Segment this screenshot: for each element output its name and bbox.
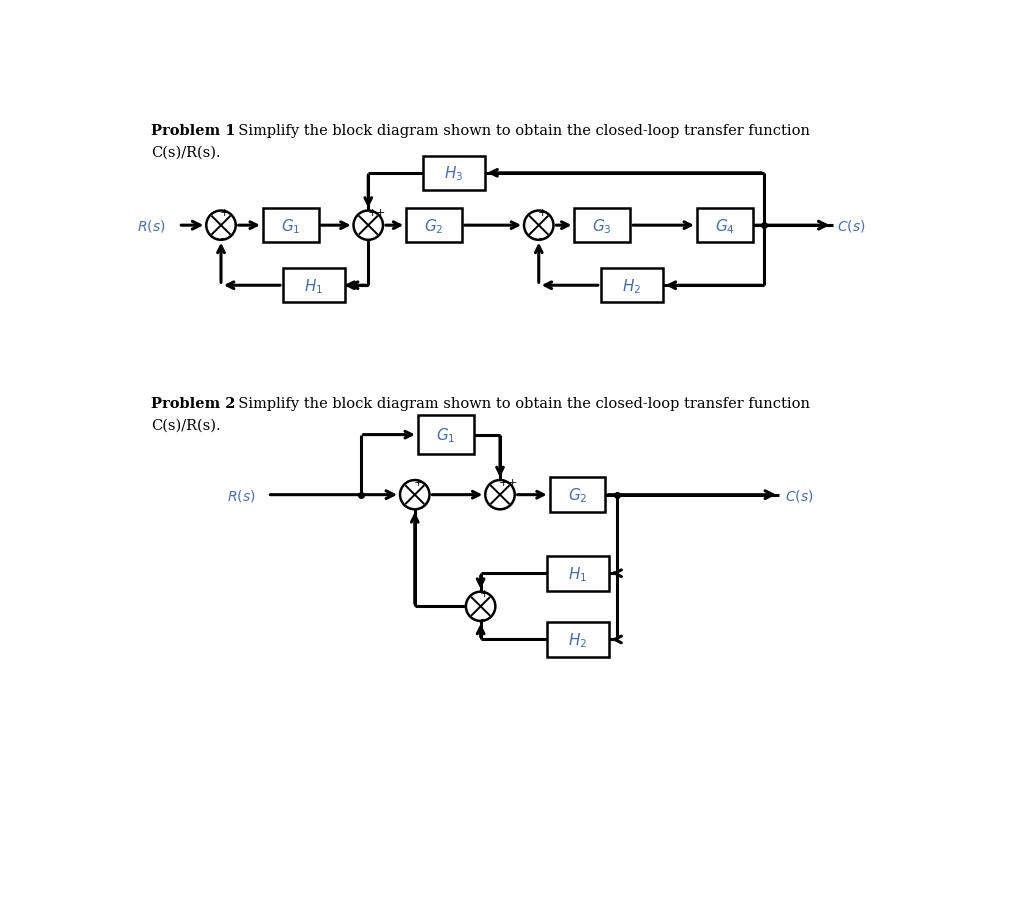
Text: −: − [538,234,548,244]
Text: +: + [500,477,509,487]
Text: +: + [414,477,423,487]
Bar [601,269,663,303]
Text: −: − [414,503,423,513]
Text: $G_1$: $G_1$ [436,426,456,445]
Text: $R(s)$: $R(s)$ [137,218,166,234]
Text: Simplify the block diagram shown to obtain the closed-loop transfer function: Simplify the block diagram shown to obta… [228,397,810,410]
Text: $C(s)$: $C(s)$ [838,218,865,234]
Text: $C(s)$: $C(s)$ [785,487,814,503]
Circle shape [353,211,383,241]
Text: $H_2$: $H_2$ [568,630,587,649]
Circle shape [400,481,429,510]
Text: +: + [538,207,548,218]
Text: +: + [480,589,489,599]
Text: $G_2$: $G_2$ [567,486,587,504]
Text: +: + [507,477,517,487]
Text: +: + [368,207,377,218]
Text: +: + [220,207,229,218]
Text: $G_3$: $G_3$ [593,216,612,235]
Circle shape [466,592,496,621]
Bar [423,157,484,190]
Bar [547,556,608,592]
Text: +: + [376,207,385,218]
Text: $H_1$: $H_1$ [568,565,587,583]
Bar [283,269,345,303]
Text: $H_2$: $H_2$ [623,277,641,295]
Circle shape [206,211,236,241]
Text: C(s)/R(s).: C(s)/R(s). [152,145,221,159]
Bar [263,209,318,243]
Text: $G_2$: $G_2$ [424,216,443,235]
Text: C(s)/R(s).: C(s)/R(s). [152,419,221,432]
Bar [407,209,462,243]
Bar [574,209,630,243]
Bar [547,622,608,658]
Text: $G_1$: $G_1$ [281,216,300,235]
Text: Problem 1: Problem 1 [152,124,236,138]
Circle shape [524,211,554,241]
Text: $G_4$: $G_4$ [715,216,734,235]
Text: −: − [220,234,229,244]
Text: $H_1$: $H_1$ [304,277,324,295]
Text: Problem 2: Problem 2 [152,397,236,410]
Text: Simplify the block diagram shown to obtain the closed-loop transfer function: Simplify the block diagram shown to obta… [228,124,810,138]
Bar [550,477,605,513]
Text: −: − [480,614,489,625]
Text: $R(s)$: $R(s)$ [227,487,256,503]
Text: $H_3$: $H_3$ [443,164,463,183]
Bar [418,416,474,455]
Circle shape [485,481,515,510]
Bar [697,209,753,243]
